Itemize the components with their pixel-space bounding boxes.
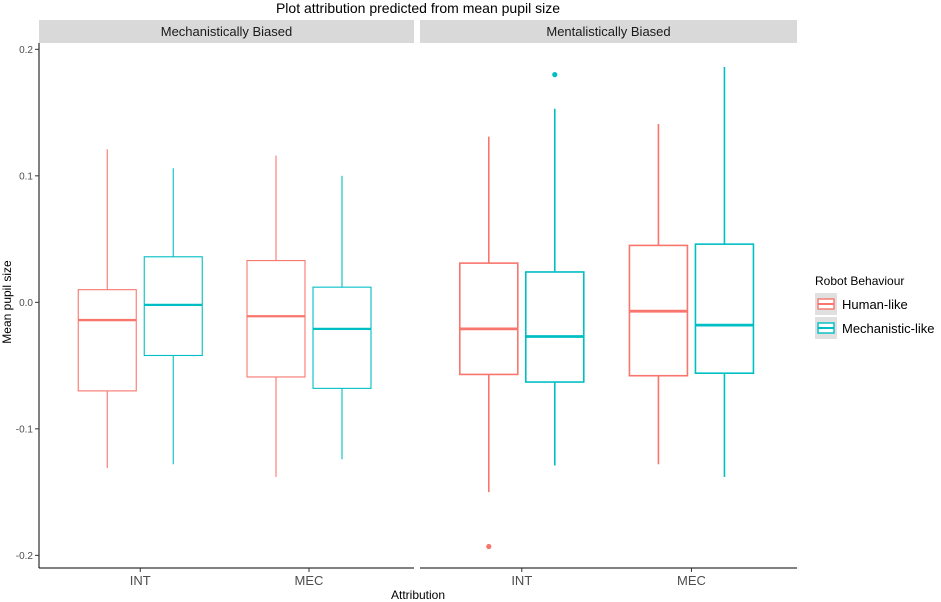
outlier-point: [486, 543, 492, 550]
legend-label: Human-like: [842, 297, 908, 312]
x-axis-title: Attribution: [391, 588, 445, 602]
x-tick-label: INT: [130, 573, 151, 588]
y-tick-label: -0.1: [16, 424, 34, 435]
legend-item-human-like: Human-like: [815, 293, 908, 315]
facet-strip-label: Mechanistically Biased: [161, 24, 293, 39]
outlier-point: [552, 72, 558, 78]
box-mec-mechanistic-like: [312, 175, 372, 460]
legend-label: Mechanistic-like: [842, 321, 934, 336]
box-int-human-like: [458, 136, 519, 550]
box-mec-human-like: [628, 123, 689, 465]
x-tick-label: MEC: [677, 573, 706, 588]
box-iqr: [77, 289, 137, 392]
box-iqr: [143, 256, 203, 357]
box-int-human-like: [77, 149, 137, 469]
box-iqr: [524, 271, 585, 383]
box-iqr: [312, 286, 372, 389]
chart-title: Plot attribution predicted from mean pup…: [276, 0, 560, 16]
facet-strip: [420, 20, 797, 43]
facet-strip: [39, 20, 414, 43]
y-tick-label: 0.2: [19, 45, 33, 56]
y-axis-title: Mean pupil size: [0, 260, 14, 344]
x-tick-label: MEC: [295, 573, 324, 588]
box-int-mechanistic-like: [524, 72, 585, 466]
legend-item-mechanistic-like: Mechanistic-like: [815, 317, 934, 339]
facet-panel-1: Mechanistically Biased 0.2 0.1 0.0 -0.1 -0.2 I…: [16, 20, 414, 588]
y-tick-label: 0.0: [19, 298, 33, 309]
box-mec-human-like: [246, 155, 306, 477]
box-iqr: [246, 260, 306, 378]
box-iqr: [458, 262, 519, 376]
facet-panel-2: Mentalistically Biased INT MEC: [420, 20, 797, 588]
x-tick-label: INT: [511, 573, 532, 588]
box-int-mechanistic-like: [143, 168, 203, 465]
y-tick-label: -0.2: [16, 551, 34, 562]
legend-title: Robot Behaviour: [815, 274, 904, 288]
box-mec-mechanistic-like: [694, 67, 755, 477]
box-iqr: [694, 243, 755, 374]
facet-strip-label: Mentalistically Biased: [546, 24, 670, 39]
y-tick-label: 0.1: [19, 171, 33, 182]
